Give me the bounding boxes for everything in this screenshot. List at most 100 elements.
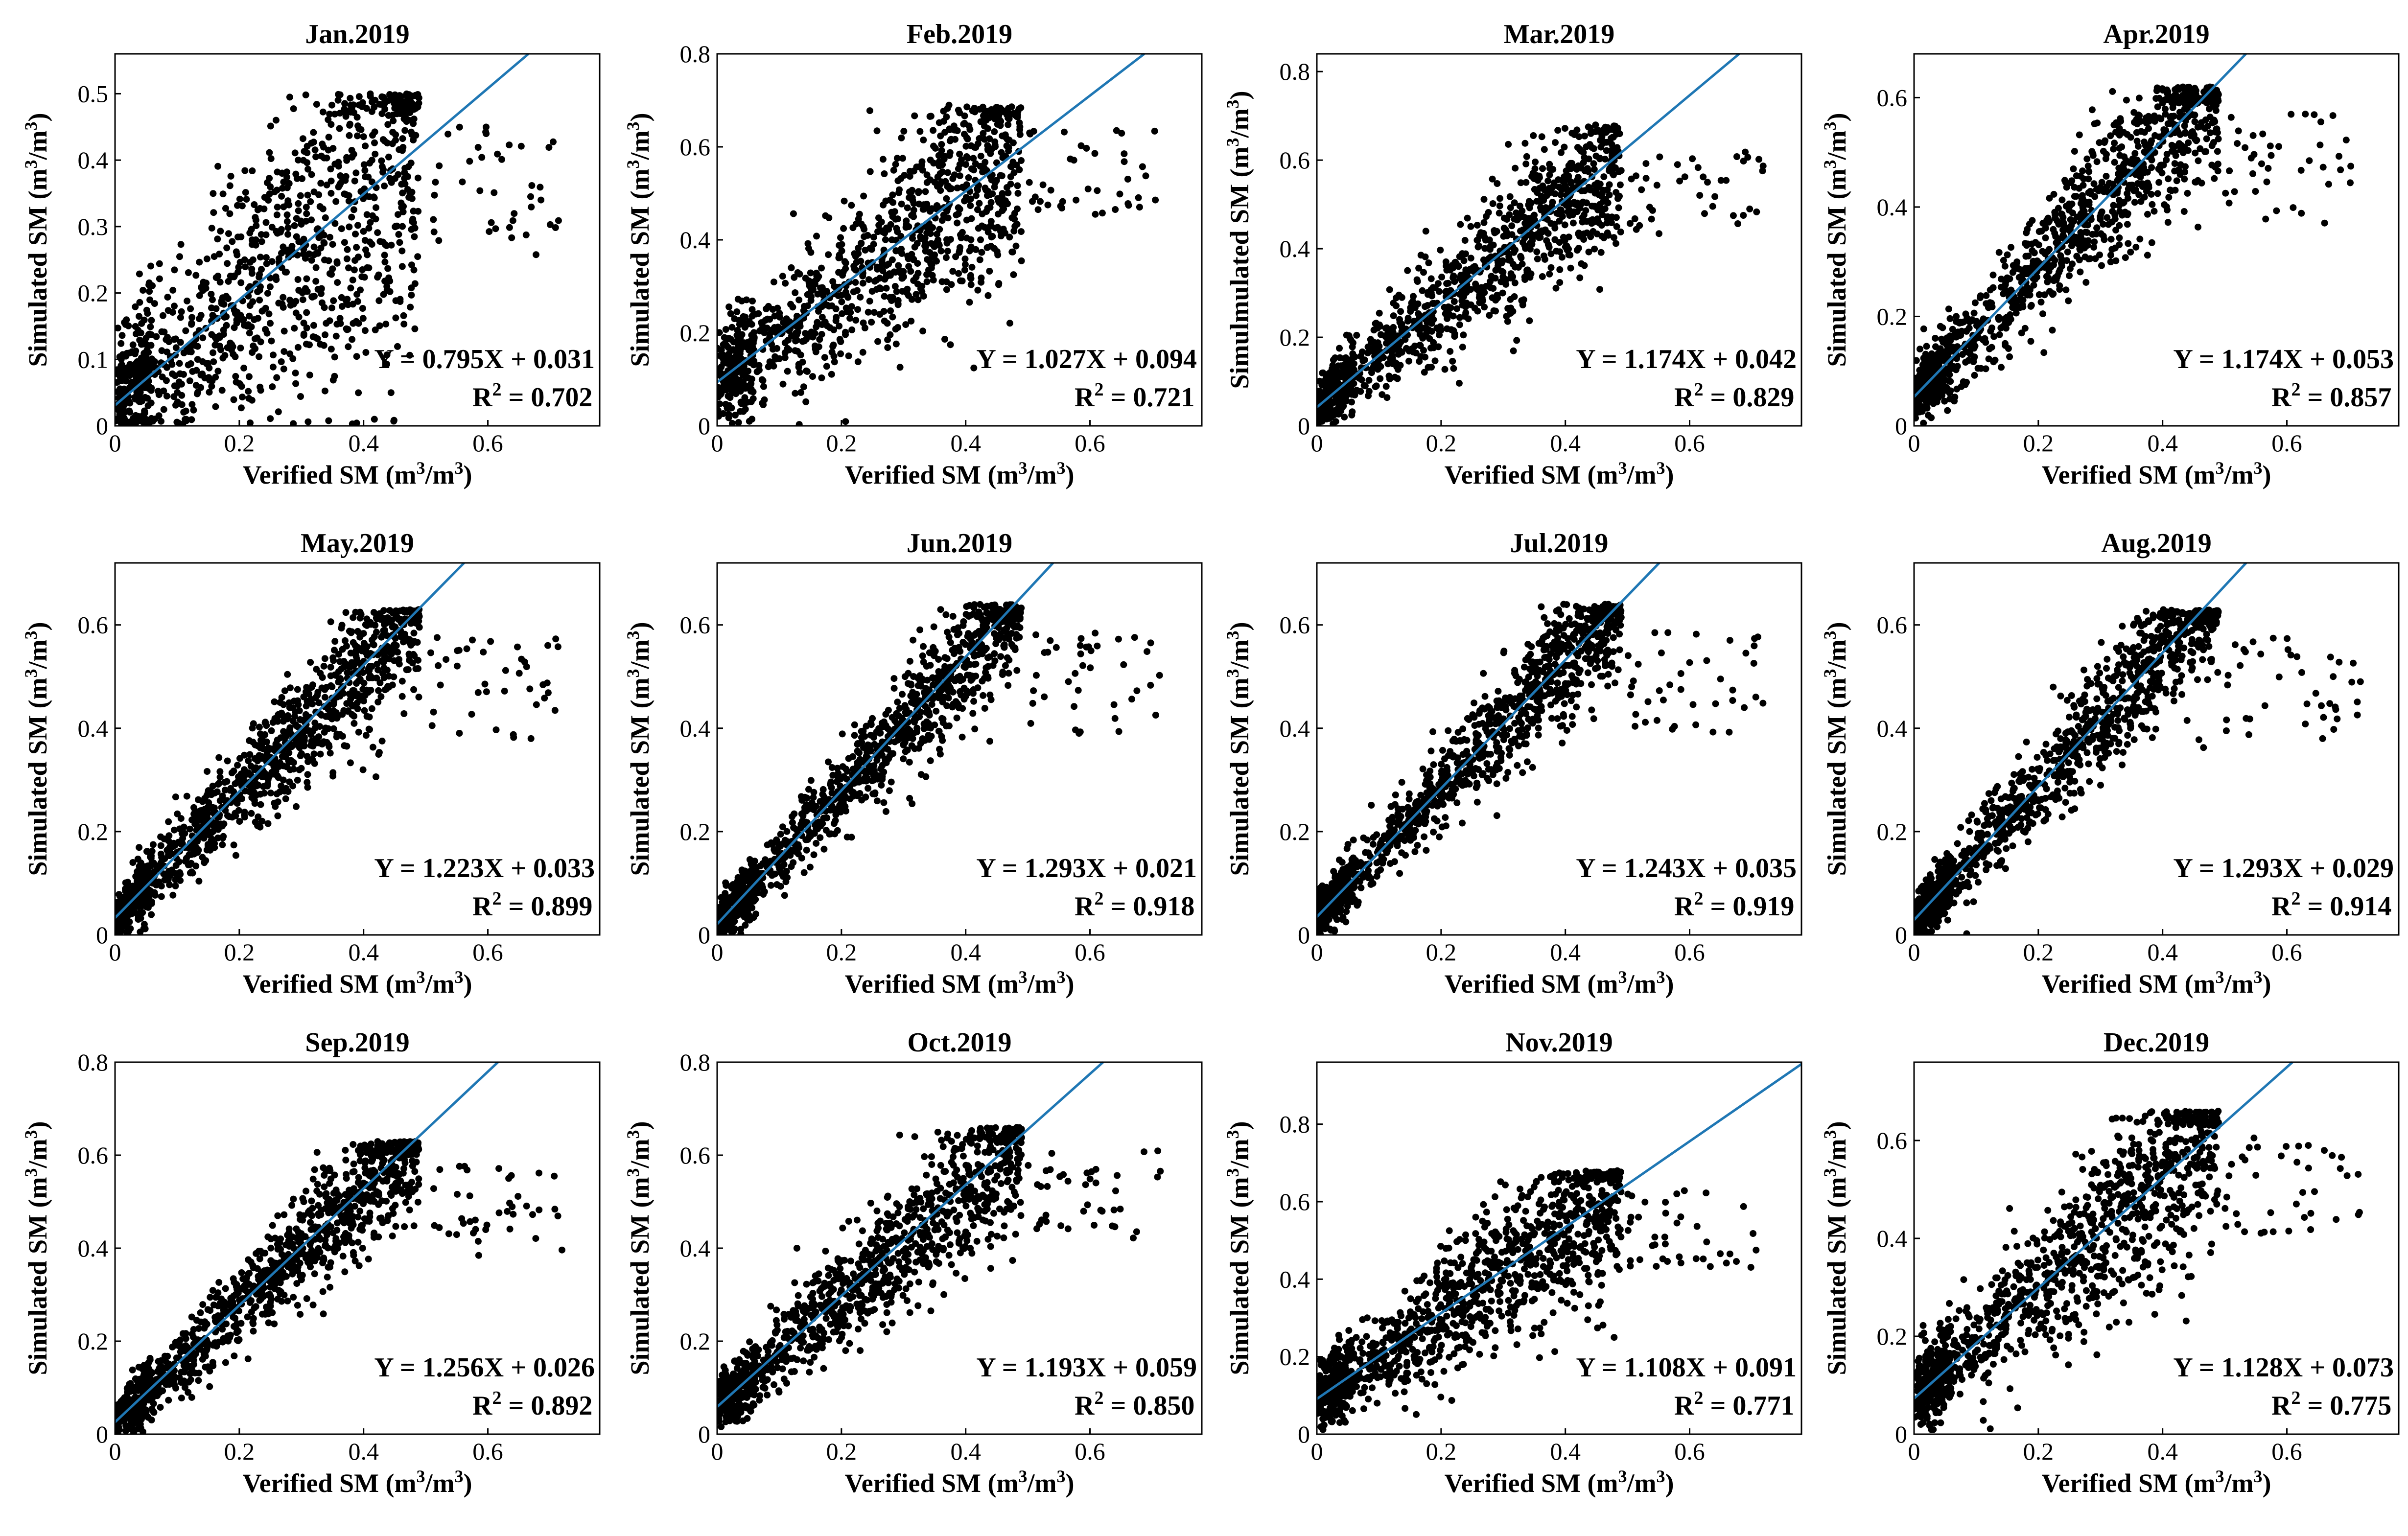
x-tick-label: 0	[1908, 429, 1920, 457]
scatter-point	[253, 222, 260, 230]
scatter-point	[729, 389, 736, 396]
scatter-point	[1437, 246, 1444, 254]
scatter-point	[381, 252, 388, 259]
scatter-point	[381, 106, 389, 113]
scatter-point	[321, 239, 328, 247]
y-tick-label: 0	[698, 412, 710, 440]
scatter-point	[302, 255, 309, 262]
scatter-point	[2107, 252, 2114, 259]
scatter-point	[918, 288, 926, 295]
scatter-point	[1467, 255, 1474, 262]
scatter-point	[1345, 371, 1353, 378]
scatter-point	[2162, 127, 2169, 134]
scatter-point	[156, 275, 163, 282]
scatter-point	[1376, 309, 1383, 317]
x-tick-label: 0.4	[2147, 429, 2178, 457]
outlier-point	[2222, 189, 2229, 197]
scatter-point	[1462, 303, 1469, 310]
scatter-point	[233, 248, 240, 256]
scatter-point	[1006, 320, 1013, 327]
scatter-point	[1348, 411, 1356, 419]
scatter-point	[1016, 119, 1023, 126]
outlier-point	[1746, 205, 1753, 212]
scatter-point	[2096, 139, 2103, 146]
scatter-point	[294, 252, 301, 259]
scatter-point	[286, 93, 293, 101]
scatter-point	[155, 391, 163, 398]
scatter-point	[343, 255, 351, 262]
scatter-point	[720, 341, 727, 348]
scatter-point	[266, 149, 273, 156]
scatter-point	[904, 285, 911, 293]
subplot-feb-2019: 0 0.2 0.4 0.600.20.40.60.8Feb.2019Verified …	[623, 19, 1203, 489]
scatter-point	[1337, 370, 1345, 377]
scatter-point	[876, 311, 884, 318]
scatter-point	[1953, 313, 1960, 320]
scatter-point	[728, 324, 736, 331]
scatter-point	[1326, 380, 1333, 388]
r-squared-symbol: R	[472, 382, 492, 413]
scatter-point	[2097, 184, 2104, 191]
scatter-point	[396, 146, 403, 153]
scatter-point	[2202, 148, 2210, 155]
scatter-point	[2125, 240, 2132, 247]
unit-base: m	[625, 168, 655, 190]
y-tick-label: 0.6	[680, 133, 711, 161]
scatter-point	[2084, 163, 2092, 170]
scatter-point	[749, 388, 757, 396]
scatter-point	[2141, 139, 2148, 145]
scatter-point	[1946, 371, 1953, 378]
scatter-point	[2116, 118, 2124, 125]
y-axis-label: Simulated SM (m3/m3)	[21, 113, 52, 367]
scatter-point	[290, 301, 297, 308]
scatter-point	[1522, 160, 1530, 167]
scatter-point	[993, 177, 1000, 184]
scatter-point	[138, 320, 145, 327]
scatter-point	[1547, 264, 1555, 271]
scatter-point	[2046, 194, 2053, 202]
scatter-point	[265, 197, 272, 204]
scatter-point	[837, 350, 844, 357]
scatter-point	[2004, 251, 2011, 258]
scatter-point	[1544, 177, 1552, 185]
scatter-point	[812, 348, 819, 355]
scatter-point	[842, 288, 849, 296]
scatter-point	[292, 170, 300, 178]
outlier-point	[1136, 204, 1143, 211]
scatter-point	[947, 341, 954, 349]
scatter-point	[310, 188, 318, 196]
scatter-point	[1321, 415, 1329, 422]
r-squared-value: = 0.721	[1103, 382, 1194, 413]
scatter-point	[336, 182, 343, 189]
scatter-point	[2107, 258, 2114, 265]
scatter-point	[1538, 192, 1545, 200]
scatter-point	[1519, 208, 1526, 214]
scatter-point	[930, 142, 937, 150]
unit-base: m	[1034, 460, 1056, 489]
scatter-point	[2120, 165, 2127, 173]
scatter-point	[1549, 184, 1556, 190]
scatter-point	[126, 349, 134, 356]
scatter-point	[2180, 208, 2188, 215]
scatter-point	[984, 146, 992, 154]
scatter-point	[2133, 138, 2141, 145]
scatter-point	[2107, 132, 2114, 140]
scatter-point	[816, 336, 823, 343]
regression-equation: Y = 0.795X + 0.031	[374, 344, 595, 374]
scatter-point	[359, 305, 366, 312]
scatter-point	[2093, 158, 2101, 165]
outlier-point	[2311, 111, 2318, 118]
scatter-point	[1552, 139, 1559, 146]
scatter-point	[1555, 176, 1562, 184]
scatter-point	[177, 314, 184, 321]
r-squared: R2 = 0.829	[1674, 379, 1794, 413]
scatter-point	[2112, 128, 2119, 136]
scatter-point	[918, 158, 926, 165]
outlier-point	[2252, 188, 2259, 195]
scatter-point	[793, 323, 800, 330]
scatter-point	[396, 92, 403, 99]
scatter-point	[1988, 324, 1995, 331]
scatter-point	[2018, 329, 2025, 337]
scatter-point	[1551, 190, 1559, 197]
scatter-point	[214, 368, 222, 375]
